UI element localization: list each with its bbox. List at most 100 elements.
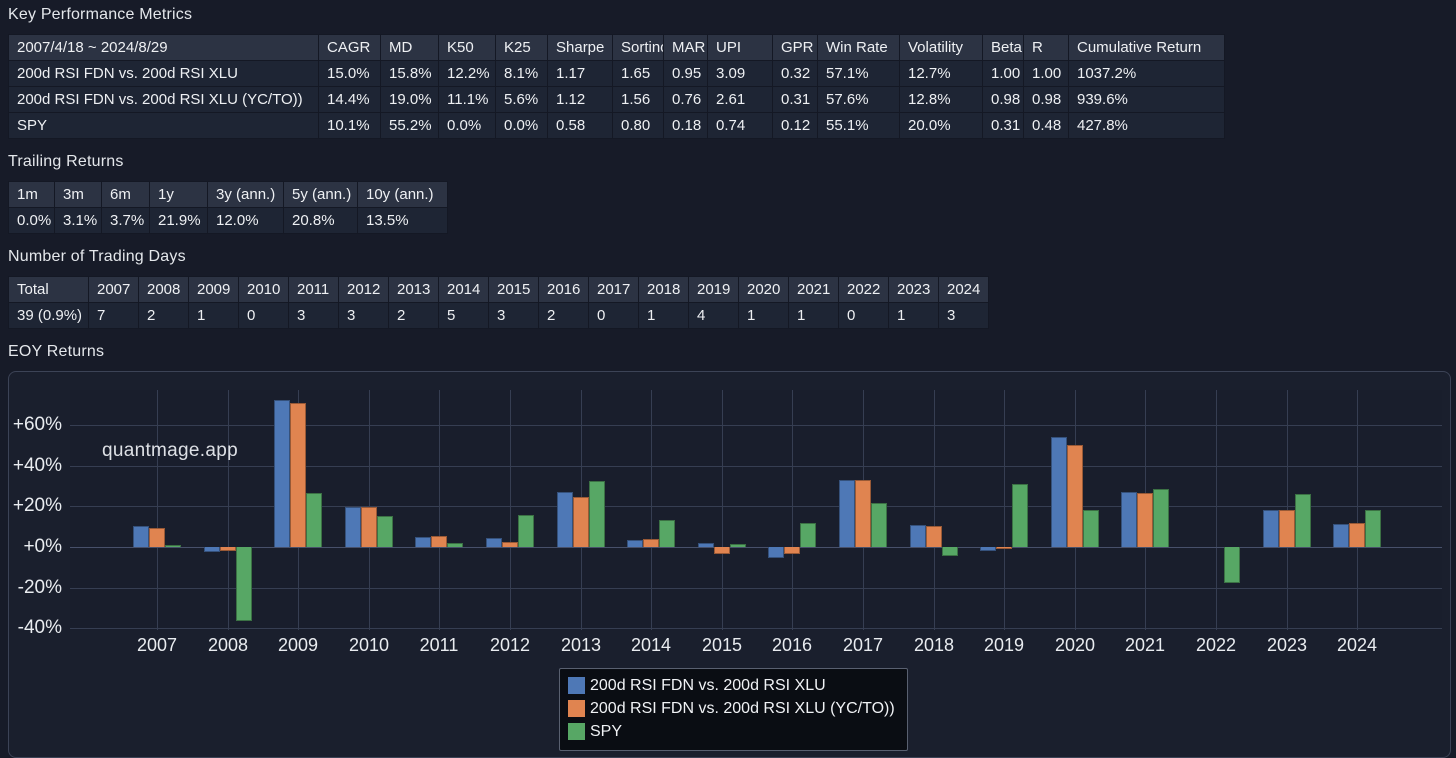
- table-cell: 3: [338, 302, 389, 329]
- bar-2015-series0: [698, 543, 714, 547]
- bar-2009-series0: [274, 400, 290, 547]
- column-header: 1y: [149, 181, 208, 208]
- horizontal-gridline: [70, 547, 1442, 548]
- y-axis-tick-label: +20%: [12, 495, 62, 516]
- table-cell: 1: [638, 302, 689, 329]
- table-cell: 2.61: [707, 86, 773, 113]
- table-cell: 13.5%: [357, 207, 448, 234]
- column-header: Cumulative Return: [1068, 34, 1225, 61]
- trailing-returns-title: Trailing Returns: [8, 153, 124, 170]
- column-header: 2013: [388, 276, 439, 303]
- table-cell: 8.1%: [495, 60, 548, 87]
- column-header: 2018: [638, 276, 689, 303]
- bar-2022-series2: [1224, 547, 1240, 583]
- key-performance-metrics-table: 2007/4/18 ~ 2024/8/29 CAGR MD K50 K25 Sharpe S…: [8, 34, 1225, 139]
- trading-days-title: Number of Trading Days: [8, 248, 186, 265]
- table-cell: 0: [238, 302, 289, 329]
- table-cell: 15.0%: [318, 60, 381, 87]
- table-cell: 0.0%: [438, 112, 496, 139]
- column-header: GPR: [772, 34, 818, 61]
- column-header: 2016: [538, 276, 589, 303]
- bar-2018-series2: [942, 547, 958, 556]
- legend-item-series2[interactable]: SPY: [568, 720, 895, 743]
- table-row: 200d RSI FDN vs. 200d RSI XLU (YC/TO)) 14…: [8, 86, 1225, 113]
- legend-swatch-icon: [568, 677, 585, 694]
- legend-swatch-icon: [568, 723, 585, 740]
- legend-item-series1[interactable]: 200d RSI FDN vs. 200d RSI XLU (YC/TO)): [568, 697, 895, 720]
- table-cell: 0.98: [1023, 86, 1069, 113]
- x-axis-tick-label: 2008: [207, 635, 249, 655]
- legend-item-series0[interactable]: 200d RSI FDN vs. 200d RSI XLU: [568, 674, 895, 697]
- table-cell: 1.00: [982, 60, 1024, 87]
- x-axis-tick-label: 2011: [419, 635, 459, 655]
- bar-2024-series2: [1365, 510, 1381, 547]
- bar-2008-series0: [204, 547, 220, 552]
- table-cell: 0.31: [982, 112, 1024, 139]
- vertical-gridline: [228, 390, 229, 630]
- bar-2023-series1: [1279, 510, 1295, 547]
- quantmage-performance-report: Key Performance Metrics 2007/4/18 ~ 2024…: [8, 6, 1451, 758]
- x-axis-tick-label: 2024: [1336, 635, 1378, 655]
- column-header: Win Rate: [817, 34, 900, 61]
- column-header: 2023: [888, 276, 939, 303]
- table-cell: 0.18: [663, 112, 708, 139]
- table-cell: 0.76: [663, 86, 708, 113]
- trailing-returns-table: 1m 3m 6m 1y 3y (ann.) 5y (ann.) 10y (ann.) 0.0%…: [8, 181, 448, 234]
- x-axis-tick-label: 2022: [1195, 635, 1237, 655]
- header-row: 2007/4/18 ~ 2024/8/29 CAGR MD K50 K25 Sharpe S…: [8, 34, 1225, 61]
- table-cell: 427.8%: [1068, 112, 1225, 139]
- column-header: Volatility: [899, 34, 983, 61]
- bar-2024-series0: [1333, 524, 1349, 547]
- table-cell: 200d RSI FDN vs. 200d RSI XLU (YC/TO)): [8, 86, 319, 113]
- column-header: 2010: [238, 276, 289, 303]
- table-cell: 55.2%: [380, 112, 439, 139]
- bar-2016-series0: [768, 547, 784, 558]
- column-header: Sortino: [612, 34, 664, 61]
- column-header: MAR: [663, 34, 708, 61]
- vertical-gridline: [510, 390, 511, 630]
- column-header: 2020: [738, 276, 789, 303]
- vertical-gridline: [792, 390, 793, 630]
- column-header: 2019: [688, 276, 739, 303]
- bar-2007-series2: [165, 545, 181, 547]
- table-cell: 0.31: [772, 86, 818, 113]
- column-header: MD: [380, 34, 439, 61]
- x-axis-tick-label: 2009: [277, 635, 319, 655]
- table-cell: 0.12: [772, 112, 818, 139]
- column-header: 2022: [838, 276, 889, 303]
- table-cell: 19.0%: [380, 86, 439, 113]
- table-cell: 939.6%: [1068, 86, 1225, 113]
- bar-2017-series0: [839, 480, 855, 547]
- bar-2013-series0: [557, 492, 573, 547]
- column-header: 2012: [338, 276, 389, 303]
- bar-2014-series2: [659, 520, 675, 547]
- table-cell: 20.8%: [283, 207, 358, 234]
- table-row: 0.0% 3.1% 3.7% 21.9% 12.0% 20.8% 13.5%: [8, 207, 448, 234]
- bar-2017-series1: [855, 480, 871, 547]
- table-row: SPY 10.1% 55.2% 0.0% 0.0% 0.58 0.80 0.18 0.74 0.1…: [8, 112, 1225, 139]
- table-cell: 3: [288, 302, 339, 329]
- eoy-returns-title: EOY Returns: [8, 343, 105, 360]
- bar-2009-series2: [306, 493, 322, 547]
- table-cell: 0.58: [547, 112, 613, 139]
- vertical-gridline: [157, 390, 158, 630]
- vertical-gridline: [722, 390, 723, 630]
- bar-2020-series2: [1083, 510, 1099, 547]
- legend-swatch-icon: [568, 700, 585, 717]
- table-cell: 1.12: [547, 86, 613, 113]
- table-cell: 3.09: [707, 60, 773, 87]
- table-cell: 21.9%: [149, 207, 208, 234]
- table-cell: 1.65: [612, 60, 664, 87]
- column-header: 2015: [488, 276, 539, 303]
- table-cell: 1.17: [547, 60, 613, 87]
- vertical-gridline: [439, 390, 440, 630]
- table-cell: 0.48: [1023, 112, 1069, 139]
- vertical-gridline: [651, 390, 652, 630]
- column-header: 2017: [588, 276, 639, 303]
- table-cell: 15.8%: [380, 60, 439, 87]
- x-axis-tick-label: 2007: [136, 635, 178, 655]
- watermark: quantmage.app: [102, 440, 238, 461]
- horizontal-gridline: [70, 466, 1442, 467]
- table-cell: 3: [938, 302, 989, 329]
- table-cell: 0.95: [663, 60, 708, 87]
